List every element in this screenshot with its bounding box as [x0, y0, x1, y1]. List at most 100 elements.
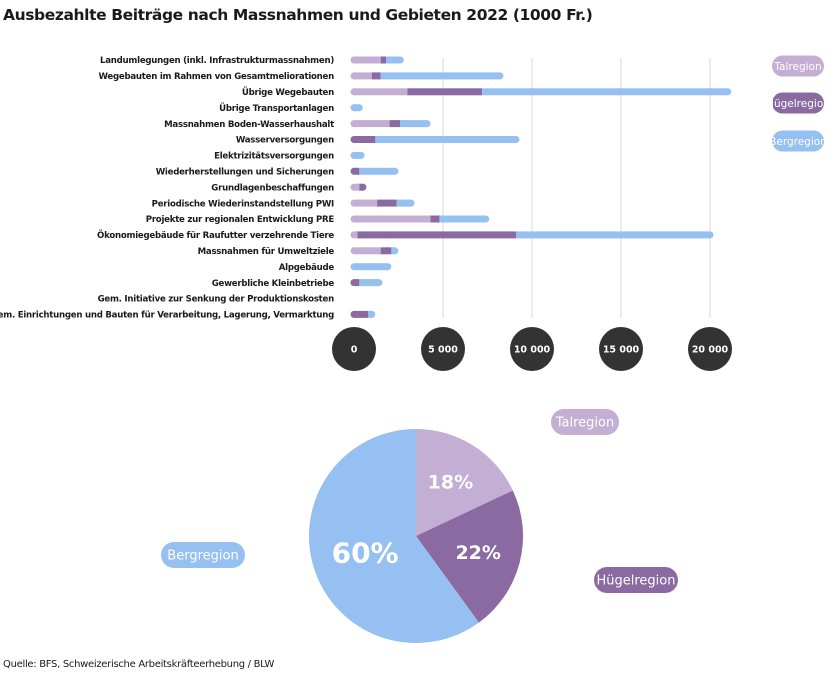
bar-segment-talregion	[354, 72, 372, 80]
category-label: Gem. Initiative zur Senkung der Produkti…	[98, 295, 335, 305]
category-label: Übrige Wegebauten	[242, 87, 334, 98]
bar-cap	[359, 183, 367, 191]
category-label: Massnahmen für Umweltziele	[198, 247, 335, 257]
bar-cap	[350, 72, 358, 80]
bar-segment-hügelregion	[377, 199, 397, 207]
bar-segment-bergregion	[400, 120, 427, 128]
bar-segment-hügelregion	[371, 72, 381, 80]
x-tick-bubble	[688, 327, 732, 371]
bar-segment-hügelregion	[357, 231, 516, 239]
bar-cap	[350, 136, 358, 143]
category-label: Wiederherstellungen und Sicherungen	[156, 168, 334, 178]
bar-segment-hügelregion	[389, 120, 401, 128]
pie-label: 60%	[332, 537, 399, 570]
bar-cap	[350, 151, 358, 159]
bar-segment-hügelregion	[430, 215, 440, 223]
bar-cap	[391, 167, 399, 175]
bar-cap	[350, 215, 358, 223]
pie-legend-label: Bergregion	[167, 549, 238, 564]
bar-segment-talregion	[354, 56, 381, 64]
bar-cap	[375, 279, 383, 287]
legend-item-talregion	[772, 55, 824, 77]
bar-cap	[350, 183, 358, 191]
bar-segment-talregion	[354, 120, 390, 128]
bar-segment-hügelregion	[407, 88, 483, 96]
pie-slice-bergregion	[309, 429, 479, 643]
category-label: Grundlagenbeschaffungen	[211, 183, 334, 193]
pie-legend-bergregion	[161, 542, 245, 568]
bar-segment-hügelregion	[380, 247, 392, 255]
bar-cap	[357, 151, 365, 159]
bar-cap	[350, 167, 358, 175]
bar-cap	[350, 231, 358, 239]
pie-legend-label: Hügelregion	[597, 574, 676, 589]
bar-cap	[391, 247, 399, 255]
pie-slice-talregion	[416, 429, 513, 536]
bar-cap	[512, 136, 520, 143]
bar-segment-bergregion	[482, 88, 728, 96]
x-tick-bubble	[421, 327, 465, 371]
bar-segment-hügelregion	[354, 136, 376, 143]
x-tick-label: 10 000	[514, 345, 551, 356]
bar-segment-bergregion	[396, 199, 411, 207]
pie-legend-hügelregion	[594, 567, 678, 593]
bar-segment-bergregion	[375, 136, 516, 143]
category-label: Übrige Transportanlagen	[219, 103, 334, 114]
source-note: Quelle: BFS, Schweizerische Arbeitskräft…	[3, 659, 275, 670]
bar-segment-bergregion	[380, 72, 500, 80]
bar-segment-talregion	[354, 247, 381, 255]
x-tick-label: 5 000	[428, 345, 458, 356]
category-label: Gem. Einrichtungen und Bauten für Verarb…	[0, 311, 334, 321]
chart-title: Ausbezahlte Beiträge nach Massnahmen und…	[3, 6, 593, 24]
bar-segment-bergregion	[354, 263, 388, 271]
legend-label: Talregion	[773, 61, 821, 73]
category-label: Projekte zur regionalen Entwicklung PRE	[146, 215, 335, 225]
pie-legend-talregion	[551, 409, 619, 435]
bar-segment-bergregion	[359, 279, 379, 287]
bar-cap	[496, 72, 504, 80]
bar-segment-bergregion	[439, 215, 486, 223]
category-label: Ökonomiegebäude für Raufutter verzehrend…	[97, 230, 334, 241]
x-tick-label: 0	[351, 345, 358, 356]
bar-segment-bergregion	[386, 56, 401, 64]
legend-label: Bergregion	[769, 136, 827, 148]
x-tick-label: 20 000	[692, 345, 729, 356]
bar-cap	[350, 263, 358, 271]
bar-cap	[350, 88, 358, 96]
bar-segment-bergregion	[359, 167, 395, 175]
bar-cap	[407, 199, 415, 207]
bar-segment-talregion	[354, 88, 408, 96]
x-tick-bubble	[510, 327, 554, 371]
bar-cap	[706, 231, 714, 239]
x-tick-bubble	[599, 327, 643, 371]
legend-label: Hügelregion	[766, 98, 830, 110]
bar-cap	[350, 310, 358, 318]
category-label: Landumlegungen (inkl. Infrastrukturmassn…	[100, 56, 334, 66]
bar-cap	[724, 88, 732, 96]
legend-item-bergregion	[772, 130, 824, 152]
bar-segment-bergregion	[354, 151, 362, 159]
bar-cap	[396, 56, 404, 64]
bar-cap	[350, 56, 358, 64]
bar-cap	[423, 120, 431, 128]
bar-segment-hügelregion	[354, 310, 369, 318]
category-label: Periodische Wiederinstandstellung PWI	[152, 199, 334, 209]
bar-cap	[355, 104, 363, 112]
category-label: Wegebauten im Rahmen von Gesamtmeliorati…	[98, 72, 334, 82]
bar-cap	[350, 199, 358, 207]
pie-label: 18%	[428, 472, 473, 494]
category-label: Gewerbliche Kleinbetriebe	[212, 279, 335, 289]
category-label: Wasserversorgungen	[236, 136, 334, 146]
bar-cap	[368, 310, 376, 318]
category-label: Elektrizitätsversorgungen	[214, 152, 334, 162]
bar-segment-hügelregion	[380, 56, 387, 64]
x-tick-bubble	[332, 327, 376, 371]
bar-segment-talregion	[354, 199, 378, 207]
bar-cap	[350, 104, 358, 112]
x-tick-label: 15 000	[603, 345, 640, 356]
category-label: Alpgebäude	[279, 263, 335, 273]
category-label: Massnahmen Boden-Wasserhaushalt	[164, 120, 334, 130]
bar-segment-bergregion	[515, 231, 710, 239]
bar-cap	[384, 263, 392, 271]
pie-slice-hügelregion	[416, 490, 523, 623]
